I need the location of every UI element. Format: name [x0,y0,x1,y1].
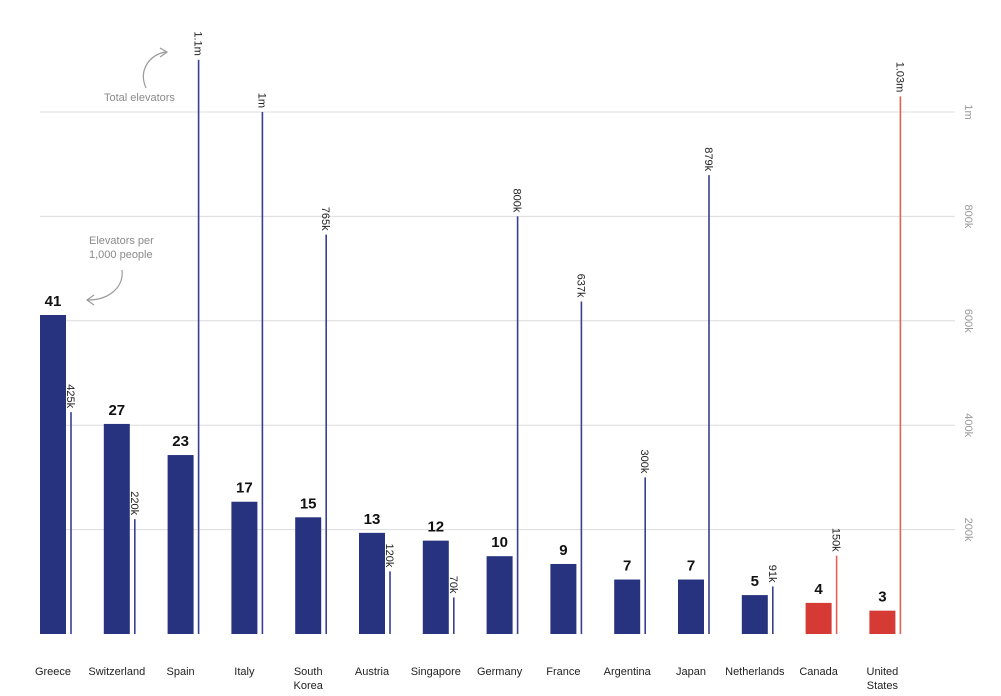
bar-value-label: 13 [364,511,381,528]
line-value-label: 150k [830,528,842,552]
bar-value-label: 27 [108,402,125,419]
per-thousand-arrowhead [85,294,95,306]
line-value-label: 765k [319,207,331,231]
right-axis-tick-label: 800k [962,204,974,228]
line-value-label: 70k [447,576,459,594]
line-value-label: 1m [255,93,267,108]
line-value-label: 300k [638,450,650,474]
per-thousand-arrow [87,269,123,301]
bar-value-label: 4 [814,581,823,598]
bar-spain [167,455,194,634]
right-axis-tick-label: 400k [962,413,974,437]
total-elevators-arrowhead [159,47,169,58]
bar-value-label: 12 [427,519,444,536]
per-thousand-annotation-line1: Elevators per [89,235,154,247]
line-value-label: 120k [383,544,395,568]
bar-value-label: 7 [623,558,631,575]
category-label: United States [867,666,899,692]
category-label: Netherlands [725,666,785,678]
line-value-label: 1.03m [893,62,905,93]
bar-austria [359,532,385,634]
line-value-label: 1.1m [192,31,204,55]
bar-united-states [869,610,896,634]
bar-value-label: 5 [751,573,759,590]
right-axis-tick-label: 600k [962,309,974,333]
bar-value-label: 7 [687,558,695,575]
right-axis: 200k 400k 600k 800k 1m [962,104,974,542]
total-elevator-lines: 425k 220k 1.1m 1m 765k 120k 70k 800k 637k 300k 879… [64,31,905,634]
right-axis-tick-label: 1m [962,104,974,119]
category-label: Germany [477,666,523,678]
bar-canada [805,602,832,634]
bar-value-label: 41 [45,293,62,310]
line-value-label: 91k [766,565,778,583]
category-label: Greece [35,666,71,678]
bar-italy [231,501,258,634]
bar-netherlands [741,595,768,634]
bar-japan [678,579,704,634]
annotations: Total elevators Elevators per 1,000 peop… [85,47,175,306]
gridlines [40,111,955,531]
category-label: Switzerland [88,666,145,678]
category-label: Spain [167,666,195,678]
bar-germany [486,556,513,634]
line-value-label: 637k [574,274,586,298]
bar-singapore [422,540,449,634]
line-value-label: 425k [64,384,76,408]
bar-value-label: 3 [878,589,886,606]
bar-value-label: 15 [300,495,317,512]
category-label: Japan [676,666,706,678]
category-label: South Korea [294,666,324,692]
bar-switzerland [103,423,130,634]
total-elevators-arrow [142,51,167,89]
category-label: Austria [355,666,390,678]
line-value-label: 220k [128,491,140,515]
bar-south-korea [295,517,322,634]
bar-france [550,563,577,634]
category-label: France [546,666,580,678]
line-value-label: 800k [511,189,523,213]
bar-argentina [614,579,641,634]
total-elevators-annotation: Total elevators [104,92,175,104]
category-label: Canada [799,666,838,678]
category-label: Italy [234,666,255,678]
bar-value-label: 10 [491,534,508,551]
right-axis-tick-label: 200k [962,518,974,542]
bar-value-label: 9 [559,542,567,559]
category-label: Argentina [604,666,652,678]
category-labels: Greece Switzerland Spain Italy South Korea Aus… [35,666,899,692]
per-thousand-bars: 41 27 23 17 15 13 12 10 9 7 7 5 4 3 [40,293,896,634]
bar-value-label: 23 [172,433,189,450]
per-thousand-annotation-line2: 1,000 people [89,249,153,261]
bar-greece [40,315,66,634]
bar-value-label: 17 [236,480,253,497]
category-label: Singapore [411,666,461,678]
line-value-label: 879k [702,147,714,171]
